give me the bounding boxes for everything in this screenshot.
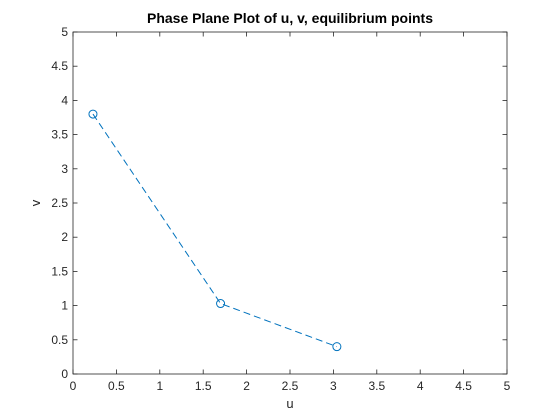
x-tick-label: 3.5 — [368, 379, 385, 393]
y-tick-label: 3.5 — [51, 128, 68, 142]
y-tick-label: 0 — [61, 367, 68, 381]
y-tick-label: 4 — [61, 93, 68, 107]
y-tick-label: 1.5 — [51, 264, 68, 278]
y-axis-label: v — [28, 199, 43, 206]
y-tick-label: 2.5 — [51, 196, 68, 210]
ticks-group — [72, 31, 508, 375]
x-tick-label: 0.5 — [108, 379, 125, 393]
data-point-marker — [332, 342, 342, 352]
series-line — [92, 113, 338, 348]
data-point-marker — [216, 299, 226, 309]
x-tick-label: 2.5 — [282, 379, 299, 393]
x-tick-label: 3 — [330, 379, 337, 393]
y-tick-label: 5 — [61, 25, 68, 39]
x-tick-label: 4.5 — [455, 379, 472, 393]
y-tick-label: 4.5 — [51, 59, 68, 73]
data-point-marker — [88, 109, 98, 119]
x-tick-label: 1 — [156, 379, 163, 393]
plot-area — [72, 31, 508, 375]
y-tick-label: 1 — [61, 299, 68, 313]
x-tick-label: 2 — [243, 379, 250, 393]
tick-labels-group: 0 0.5 1 1.5 2 2.5 3 3.5 4 4.5 5 0 0.5 1 1.5 2 2.5 3 3.5 4 4.… — [51, 25, 510, 393]
y-tick-label: 3 — [61, 162, 68, 176]
y-tick-label: 0.5 — [51, 333, 68, 347]
x-tick-label: 1.5 — [195, 379, 212, 393]
x-tick-label: 5 — [504, 379, 511, 393]
x-tick-label: 4 — [417, 379, 424, 393]
y-tick-label: 2 — [61, 230, 68, 244]
x-axis-label: u — [286, 396, 293, 411]
series-group — [88, 109, 342, 352]
x-tick-label: 0 — [70, 379, 77, 393]
chart-title: Phase Plane Plot of u, v, equilibrium po… — [147, 10, 433, 26]
